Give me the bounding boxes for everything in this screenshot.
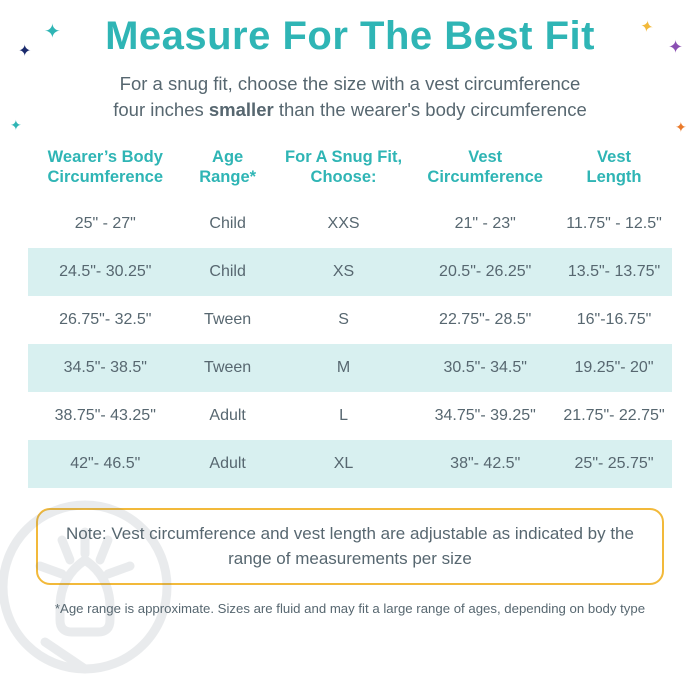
table-row: 42"- 46.5"AdultXL38"- 42.5"25"- 25.75" (28, 440, 672, 488)
star-icon: ✦ (668, 38, 683, 56)
table-cell: Adult (183, 440, 273, 488)
column-header: VestCircumference (414, 137, 556, 200)
table-cell: 13.5"- 13.75" (556, 248, 672, 296)
column-header: For A Snug Fit,Choose: (273, 137, 415, 200)
table-cell: 16"-16.75" (556, 296, 672, 344)
table-cell: 22.75"- 28.5" (414, 296, 556, 344)
size-table-wrap: Wearer’s BodyCircumferenceAgeRange*For A… (0, 137, 700, 488)
footnote: *Age range is approximate. Sizes are flu… (0, 597, 700, 616)
subtitle-line2a: four inches (113, 99, 209, 120)
size-table: Wearer’s BodyCircumferenceAgeRange*For A… (28, 137, 672, 488)
column-header: AgeRange* (183, 137, 273, 200)
table-cell: Tween (183, 344, 273, 392)
table-cell: XS (273, 248, 415, 296)
subtitle-line1: For a snug fit, choose the size with a v… (120, 73, 581, 94)
table-cell: 38"- 42.5" (414, 440, 556, 488)
page-title: Measure For The Best Fit (0, 0, 700, 65)
table-cell: 34.75"- 39.25" (414, 392, 556, 440)
table-cell: 30.5"- 34.5" (414, 344, 556, 392)
column-header: Wearer’s BodyCircumference (28, 137, 183, 200)
column-header: VestLength (556, 137, 672, 200)
table-cell: 21.75"- 22.75" (556, 392, 672, 440)
star-icon: ✦ (10, 118, 22, 132)
table-cell: M (273, 344, 415, 392)
star-icon: ✦ (639, 19, 655, 37)
table-row: 26.75"- 32.5"TweenS22.75"- 28.5"16"-16.7… (28, 296, 672, 344)
table-cell: 42"- 46.5" (28, 440, 183, 488)
table-row: 24.5"- 30.25"ChildXS20.5"- 26.25"13.5"- … (28, 248, 672, 296)
note-box: Note: Vest circumference and vest length… (36, 508, 664, 585)
table-row: 34.5"- 38.5"TweenM30.5"- 34.5"19.25"- 20… (28, 344, 672, 392)
table-cell: Adult (183, 392, 273, 440)
table-cell: S (273, 296, 415, 344)
table-cell: XL (273, 440, 415, 488)
subtitle-bold: smaller (209, 99, 274, 120)
table-cell: 21" - 23" (414, 200, 556, 248)
table-cell: 34.5"- 38.5" (28, 344, 183, 392)
table-cell: 19.25"- 20" (556, 344, 672, 392)
star-icon: ✦ (18, 44, 31, 60)
subtitle-line2b: than the wearer's body circumference (274, 99, 587, 120)
table-cell: 20.5"- 26.25" (414, 248, 556, 296)
table-cell: XXS (273, 200, 415, 248)
table-cell: Tween (183, 296, 273, 344)
table-cell: 11.75" - 12.5" (556, 200, 672, 248)
table-header-row: Wearer’s BodyCircumferenceAgeRange*For A… (28, 137, 672, 200)
star-icon: ✦ (675, 120, 687, 134)
sizing-infographic: ✦ ✦ ✦ ✦ ✦ ✦ Measure For The Best Fit For a sn… (0, 0, 700, 700)
table-cell: 25" - 27" (28, 200, 183, 248)
table-body: 25" - 27"ChildXXS21" - 23"11.75" - 12.5"… (28, 200, 672, 488)
table-cell: 25"- 25.75" (556, 440, 672, 488)
table-row: 38.75"- 43.25"AdultL34.75"- 39.25"21.75"… (28, 392, 672, 440)
table-cell: 26.75"- 32.5" (28, 296, 183, 344)
table-cell: Child (183, 200, 273, 248)
star-icon: ✦ (44, 22, 61, 42)
table-cell: Child (183, 248, 273, 296)
table-cell: 24.5"- 30.25" (28, 248, 183, 296)
subtitle: For a snug fit, choose the size with a v… (0, 65, 700, 137)
table-cell: 38.75"- 43.25" (28, 392, 183, 440)
table-cell: L (273, 392, 415, 440)
table-row: 25" - 27"ChildXXS21" - 23"11.75" - 12.5" (28, 200, 672, 248)
